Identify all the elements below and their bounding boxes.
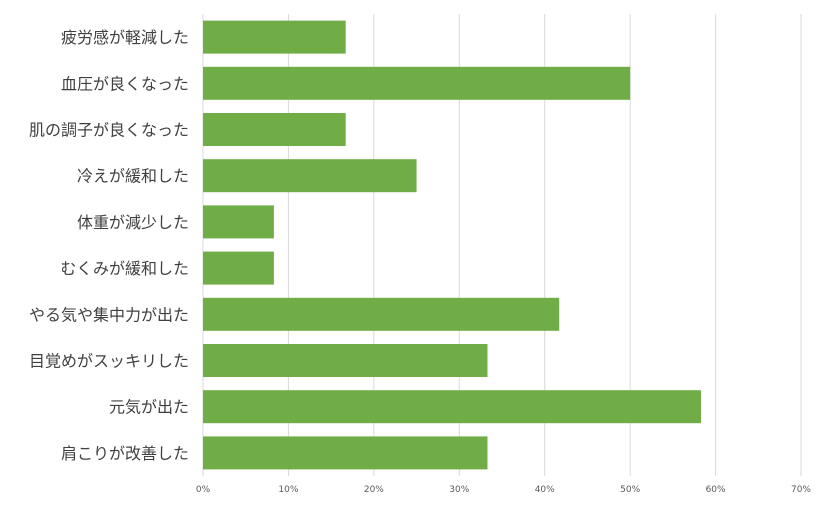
bar [203,113,346,146]
bar [203,66,631,100]
bar [203,390,702,424]
x-tick-label: 60% [706,485,726,495]
bar [203,20,346,54]
x-tick-label: 20% [364,485,384,495]
category-labels: 疲労感が軽減した血圧が良くなった肌の調子が良くなった冷えが緩和した体重が減少した… [29,28,189,463]
x-tick-label: 10% [278,485,298,495]
category-label: 体重が減少した [77,213,189,232]
x-tick-label: 70% [791,485,811,495]
bars [203,20,702,470]
category-label: 疲労感が軽減した [61,28,189,47]
x-tick-label: 30% [449,485,469,495]
bar [203,344,488,377]
category-label: 血圧が良くなった [61,74,189,93]
category-label: 冷えが緩和した [77,167,189,186]
x-tick-label: 40% [535,485,555,495]
category-label: やる気や集中力が出た [29,305,189,324]
category-label: 元気が出た [109,398,189,417]
x-tick-label: 0% [196,485,211,495]
bar [203,205,274,239]
category-label: 肌の調子が良くなった [29,121,189,140]
category-label: 肩こりが改善した [61,444,189,463]
bar [203,251,274,285]
x-axis-tick-labels: 0% 10% 20% 30% 40% 50% 60% 70% [196,485,812,495]
x-tick-label: 50% [620,485,640,495]
bar [203,297,560,331]
bar [203,159,417,193]
bar [203,436,488,470]
category-label: むくみが緩和した [60,259,189,278]
category-label: 目覚めがスッキリした [29,352,189,371]
